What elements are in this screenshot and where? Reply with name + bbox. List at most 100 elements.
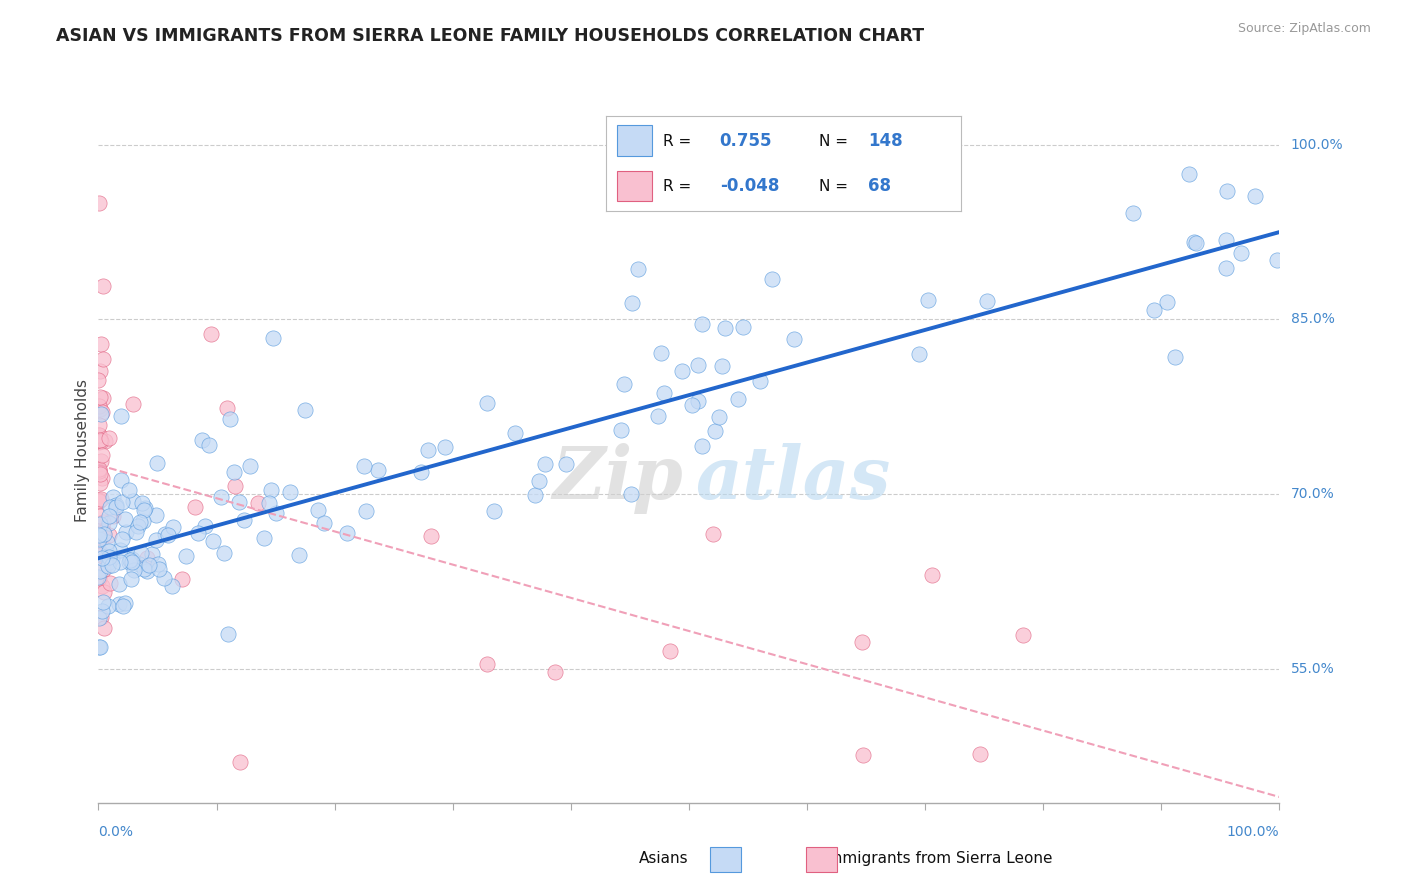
- Point: [104, 498, 127, 512]
- Point: [87, 373, 110, 387]
- Point: [87, 196, 110, 211]
- Point: [98, 500, 121, 515]
- Text: 55.0%: 55.0%: [1291, 662, 1334, 676]
- Point: [89, 545, 111, 559]
- Point: [534, 457, 557, 471]
- Point: [138, 558, 160, 572]
- Point: [128, 515, 150, 529]
- Point: [134, 503, 156, 517]
- Point: [136, 551, 159, 566]
- Point: [122, 494, 145, 508]
- Point: [703, 424, 725, 438]
- Point: [217, 627, 239, 641]
- Point: [108, 597, 131, 611]
- Point: [229, 755, 252, 769]
- Point: [194, 518, 217, 533]
- Point: [101, 551, 124, 566]
- Point: [336, 525, 359, 540]
- Point: [134, 501, 156, 516]
- Point: [527, 475, 550, 489]
- Point: [89, 462, 111, 476]
- Point: [91, 405, 114, 419]
- Point: [162, 520, 184, 534]
- Point: [183, 500, 205, 515]
- Point: [233, 512, 256, 526]
- Point: [101, 509, 124, 524]
- Point: [783, 332, 806, 346]
- Point: [89, 508, 111, 523]
- Point: [681, 398, 703, 412]
- Point: [198, 438, 221, 452]
- Point: [246, 495, 269, 509]
- Text: 100.0%: 100.0%: [1227, 825, 1279, 839]
- Point: [174, 549, 197, 564]
- Point: [434, 440, 457, 454]
- Point: [101, 490, 124, 504]
- Point: [89, 546, 111, 560]
- Point: [503, 425, 526, 440]
- Point: [91, 525, 114, 540]
- Point: [647, 409, 669, 423]
- Point: [118, 483, 141, 497]
- Point: [851, 635, 873, 649]
- Point: [222, 466, 245, 480]
- Point: [87, 462, 110, 476]
- Point: [87, 493, 110, 508]
- Point: [101, 558, 124, 573]
- Point: [89, 494, 111, 508]
- Point: [89, 530, 111, 544]
- Point: [132, 562, 155, 576]
- Point: [90, 337, 112, 351]
- Point: [1164, 351, 1187, 365]
- Point: [120, 572, 142, 586]
- Point: [209, 490, 232, 504]
- Point: [191, 434, 214, 448]
- Point: [124, 563, 146, 577]
- Point: [87, 464, 110, 478]
- Point: [212, 546, 235, 560]
- Point: [1184, 235, 1206, 250]
- Point: [307, 503, 329, 517]
- Point: [262, 331, 284, 345]
- Point: [91, 604, 114, 618]
- Point: [121, 555, 143, 569]
- Point: [97, 528, 120, 542]
- Point: [96, 534, 118, 549]
- Point: [122, 397, 145, 411]
- Point: [89, 640, 111, 654]
- Text: 70.0%: 70.0%: [1291, 487, 1334, 501]
- Point: [89, 399, 111, 413]
- Point: [132, 514, 155, 528]
- Point: [278, 485, 301, 500]
- Point: [1122, 206, 1144, 220]
- Text: R =: R =: [664, 134, 692, 149]
- Point: [1156, 295, 1178, 310]
- Point: [93, 621, 115, 635]
- Point: [93, 391, 115, 405]
- Point: [118, 555, 141, 569]
- Bar: [617, 125, 652, 156]
- Point: [294, 402, 316, 417]
- Point: [90, 434, 112, 448]
- Point: [98, 544, 121, 558]
- Point: [90, 550, 112, 565]
- Point: [852, 747, 875, 762]
- Point: [917, 293, 939, 307]
- Point: [153, 571, 176, 585]
- Point: [87, 428, 110, 442]
- Point: [620, 487, 643, 501]
- Point: [98, 516, 121, 530]
- Point: [475, 657, 498, 671]
- Point: [733, 320, 755, 334]
- Point: [239, 458, 262, 473]
- Point: [257, 496, 280, 510]
- Text: Zip: Zip: [553, 443, 683, 514]
- Point: [671, 364, 693, 378]
- Point: [145, 508, 167, 522]
- Point: [91, 471, 114, 485]
- Point: [650, 346, 672, 360]
- Point: [419, 528, 441, 542]
- Point: [131, 496, 153, 510]
- Point: [111, 495, 134, 509]
- Point: [969, 747, 991, 762]
